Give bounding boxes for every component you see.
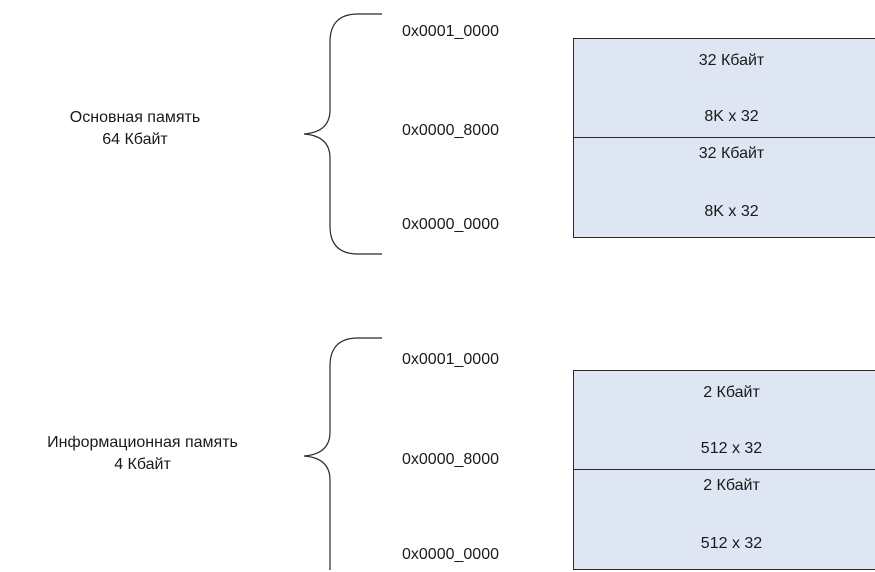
block-organization-label: 8K x 32 bbox=[704, 108, 759, 125]
block-size-label: 2 Кбайт bbox=[703, 384, 760, 401]
memory-block-stack: 2 Кбайт 512 x 32 2 Кбайт 512 x 32 bbox=[573, 370, 875, 570]
curly-brace-icon bbox=[303, 13, 382, 255]
block-size-label: 32 Кбайт bbox=[698, 145, 765, 162]
info-memory-group: Информационная память 4 Кбайт 0x0001_000… bbox=[0, 332, 875, 570]
main-memory-title: Основная память bbox=[69, 109, 201, 126]
memory-block-stack: 32 Кбайт 8K x 32 32 Кбайт 8K x 32 bbox=[573, 38, 875, 238]
block-organization-label: 512 x 32 bbox=[700, 440, 763, 457]
memory-block-lower: 2 Кбайт 512 x 32 bbox=[574, 469, 875, 569]
block-size-label: 32 Кбайт bbox=[698, 52, 765, 69]
address-top: 0x0001_0000 bbox=[402, 23, 499, 40]
info-memory-size: 4 Кбайт bbox=[114, 456, 171, 473]
block-organization-label: 512 x 32 bbox=[700, 535, 763, 552]
main-memory-label: Основная память 64 Кбайт bbox=[15, 107, 255, 151]
address-middle: 0x0000_8000 bbox=[402, 451, 499, 468]
block-organization-label: 8K x 32 bbox=[704, 203, 759, 220]
address-bottom: 0x0000_0000 bbox=[402, 216, 499, 233]
info-memory-label: Информационная память 4 Кбайт bbox=[0, 432, 285, 476]
address-middle: 0x0000_8000 bbox=[402, 122, 499, 139]
address-bottom: 0x0000_0000 bbox=[402, 546, 499, 563]
curly-brace-icon bbox=[303, 337, 382, 570]
memory-block-upper: 2 Кбайт 512 x 32 bbox=[574, 371, 875, 469]
main-memory-size: 64 Кбайт bbox=[102, 131, 168, 148]
address-top: 0x0001_0000 bbox=[402, 351, 499, 368]
main-memory-group: Основная память 64 Кбайт 0x0001_0000 0x0… bbox=[0, 0, 875, 260]
memory-block-upper: 32 Кбайт 8K x 32 bbox=[574, 39, 875, 137]
memory-block-lower: 32 Кбайт 8K x 32 bbox=[574, 137, 875, 237]
info-memory-title: Информационная память bbox=[47, 434, 238, 451]
block-size-label: 2 Кбайт bbox=[703, 477, 760, 494]
